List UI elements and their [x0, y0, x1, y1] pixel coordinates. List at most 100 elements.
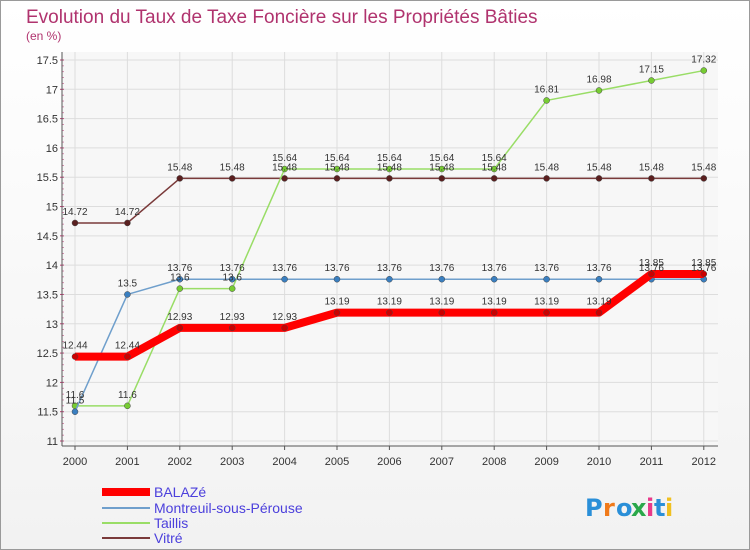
- x-tick-label: 2012: [692, 456, 716, 468]
- data-point: [228, 175, 236, 182]
- data-point: [228, 285, 236, 292]
- data-label: 13.19: [534, 297, 559, 308]
- x-tick-label: 2004: [272, 456, 296, 468]
- y-tick-label: 13.5: [37, 289, 58, 301]
- plot-area: [62, 52, 718, 446]
- data-point: [176, 285, 184, 292]
- data-point: [281, 275, 288, 283]
- data-point: [595, 275, 603, 283]
- y-tick-label: 12: [46, 377, 58, 389]
- data-point: [490, 175, 498, 182]
- data-label: 15.48: [691, 162, 716, 173]
- logo-letter: x: [631, 494, 647, 522]
- data-point: [228, 275, 236, 283]
- y-tick-label: 11.5: [37, 407, 58, 419]
- legend-label: Taillis: [154, 515, 188, 531]
- data-label: 17.32: [691, 55, 716, 66]
- data-label: 13.76: [167, 263, 192, 274]
- data-label: 15.64: [377, 153, 402, 164]
- series-group: [71, 67, 708, 415]
- data-point: [71, 408, 79, 415]
- x-tick-label: 2009: [534, 456, 558, 468]
- data-label: 12.44: [62, 341, 87, 352]
- data-point: [648, 175, 655, 182]
- data-point: [648, 270, 655, 278]
- y-tick-label: 16.5: [37, 114, 58, 126]
- x-tick-label: 2011: [640, 456, 664, 468]
- logo-letter: i: [646, 494, 654, 522]
- data-point: [281, 324, 288, 332]
- data-point: [124, 353, 131, 360]
- data-label: 13.76: [324, 263, 349, 274]
- logo-letter: t: [654, 494, 665, 522]
- data-label: 15.48: [272, 162, 297, 173]
- logo-letter: o: [616, 494, 633, 522]
- data-point: [595, 87, 603, 94]
- data-label: 16.81: [534, 84, 559, 95]
- data-label: 13.76: [586, 263, 611, 274]
- data-point: [333, 275, 341, 283]
- data-point: [386, 175, 393, 182]
- data-label: 11.6: [118, 390, 137, 401]
- data-point: [543, 275, 550, 283]
- y-tick-label: 14: [46, 260, 58, 272]
- x-tick-label: 2002: [168, 456, 192, 468]
- data-label: 15.64: [272, 153, 297, 164]
- data-point: [333, 309, 341, 316]
- data-point: [386, 309, 393, 316]
- data-point: [700, 67, 708, 74]
- data-label: 13.6: [170, 273, 190, 284]
- x-tick-label: 2008: [482, 456, 506, 468]
- y-tick-label: 11: [47, 436, 58, 448]
- data-point: [281, 175, 288, 182]
- data-label: 13.76: [272, 263, 297, 274]
- plot-background: [62, 52, 718, 446]
- data-label: 15.48: [586, 162, 611, 173]
- data-label: 15.48: [220, 162, 245, 173]
- data-point: [543, 309, 550, 316]
- data-point: [71, 353, 79, 360]
- data-point: [124, 219, 131, 227]
- data-label: 15.48: [324, 162, 349, 173]
- data-point: [228, 324, 236, 332]
- x-tick-label: 2007: [430, 456, 454, 468]
- data-point: [438, 175, 446, 182]
- data-point: [700, 175, 708, 182]
- data-point: [490, 309, 498, 316]
- data-label: 16.98: [586, 74, 611, 85]
- data-label: 15.48: [429, 162, 454, 173]
- data-point: [543, 175, 550, 182]
- y-tick-label: 17: [46, 84, 58, 96]
- data-point: [124, 402, 131, 410]
- data-label: 15.64: [324, 153, 349, 164]
- data-point: [176, 275, 184, 283]
- data-label: 11.5: [66, 396, 85, 407]
- data-label: 13.76: [534, 263, 559, 274]
- data-label: 15.48: [482, 162, 507, 173]
- y-axis-unit: (en %): [26, 29, 61, 43]
- data-label: 14.72: [115, 207, 140, 218]
- data-label: 13.85: [691, 258, 716, 269]
- axes: 11 11.5 12 12.5 13 13.5 14 14.5 15 15.5 16 16.5 17 17…: [37, 52, 718, 468]
- data-label: 13.19: [586, 297, 611, 308]
- y-tick-label: 12.5: [37, 348, 58, 360]
- chart-title: Evolution du Taux de Taxe Foncière sur l…: [26, 7, 538, 28]
- data-label: 13.76: [639, 263, 664, 274]
- legend-label: BALAZé: [154, 484, 206, 500]
- data-label: 13.5: [118, 278, 138, 289]
- y-tick-label: 15: [46, 202, 58, 214]
- data-label: 14.72: [62, 207, 87, 218]
- data-label: 15.64: [429, 153, 454, 164]
- data-point: [438, 309, 446, 316]
- y-tick-label: 14.5: [37, 231, 58, 243]
- x-tick-label: 2010: [587, 456, 611, 468]
- x-tick-label: 2003: [220, 456, 244, 468]
- logo-letter: r: [603, 494, 615, 522]
- x-tick-label: 2000: [63, 456, 87, 468]
- data-label: 15.48: [377, 162, 402, 173]
- data-point: [648, 77, 655, 84]
- data-point: [71, 219, 79, 227]
- legend-label: Montreuil-sous-Pérouse: [154, 500, 303, 516]
